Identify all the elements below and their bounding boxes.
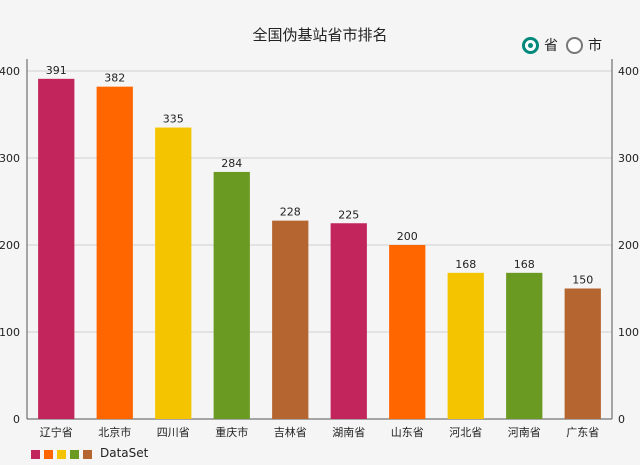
bar — [506, 272, 543, 419]
bar — [330, 223, 367, 419]
x-tick-label: 河南省 — [508, 426, 541, 439]
bar — [96, 86, 133, 419]
y-tick-label-right: 0 — [618, 413, 625, 426]
bar-value-label: 335 — [163, 113, 184, 126]
radio-city[interactable]: 市 — [566, 35, 602, 55]
y-tick-label-left: 0 — [13, 413, 20, 426]
bar-value-label: 228 — [280, 206, 301, 219]
bar-value-label: 284 — [221, 157, 242, 170]
y-tick-label-right: 300 — [618, 152, 639, 165]
y-tick-label-left: 400 — [0, 65, 20, 78]
x-tick-label: 北京市 — [98, 425, 131, 439]
bar — [272, 220, 309, 419]
bar-value-label: 150 — [572, 274, 593, 287]
y-tick-label-right: 100 — [618, 326, 639, 339]
x-tick-label: 四川省 — [157, 426, 190, 439]
bar-value-label: 200 — [397, 230, 418, 243]
y-tick-label-left: 100 — [0, 326, 20, 339]
y-tick-label-right: 400 — [618, 65, 639, 78]
legend-swatch — [83, 449, 92, 459]
x-tick-label: 重庆市 — [215, 425, 248, 439]
x-tick-label: 山东省 — [391, 426, 424, 439]
province-city-toggle[interactable]: 省 市 — [522, 32, 610, 58]
bar-value-label: 168 — [455, 258, 476, 271]
legend-swatch — [57, 449, 66, 459]
legend-label: DataSet — [100, 446, 149, 460]
bar-value-label: 382 — [104, 72, 125, 85]
bar — [38, 78, 75, 419]
legend-swatches — [31, 444, 96, 463]
legend-swatch — [31, 449, 40, 459]
x-tick-label: 辽宁省 — [40, 425, 73, 439]
bar — [213, 171, 250, 419]
x-tick-label: 河北省 — [449, 426, 482, 439]
bar-value-label: 225 — [338, 208, 359, 221]
radio-province-icon[interactable] — [522, 36, 539, 54]
legend: DataSet — [31, 446, 148, 460]
bar-value-label: 168 — [514, 258, 535, 271]
y-tick-label-left: 200 — [0, 239, 20, 252]
radio-city-label: 市 — [588, 38, 602, 54]
x-tick-label: 广东省 — [566, 426, 599, 439]
x-tick-label: 吉林省 — [274, 425, 307, 439]
bar — [389, 245, 426, 419]
legend-swatch — [70, 449, 79, 459]
bar-value-label: 391 — [46, 64, 67, 77]
bar — [447, 272, 484, 419]
radio-city-icon[interactable] — [566, 36, 583, 54]
bar — [564, 288, 601, 419]
x-tick-label: 湖南省 — [332, 426, 365, 439]
legend-swatch — [44, 449, 53, 459]
chart-title: 全国伪基站省市排名 — [252, 26, 388, 44]
y-tick-label-left: 300 — [0, 152, 20, 165]
radio-province-label: 省 — [544, 38, 558, 54]
radio-province[interactable]: 省 — [522, 35, 558, 55]
y-tick-label-right: 200 — [618, 239, 639, 252]
bar — [155, 127, 192, 420]
